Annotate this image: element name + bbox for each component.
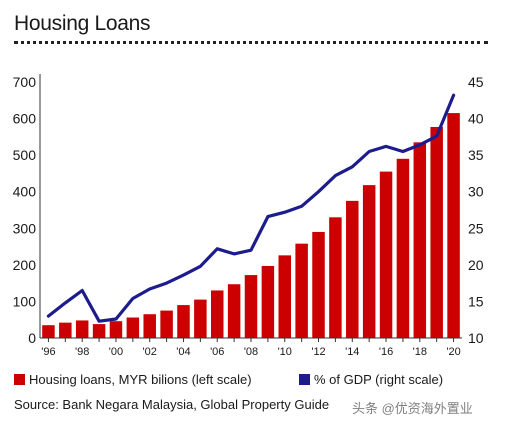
x-tick-label: '00	[109, 346, 123, 358]
left-tick-label: 200	[13, 257, 37, 273]
chart-title: Housing Loans	[14, 12, 151, 35]
bar	[143, 314, 156, 338]
left-tick-label: 500	[13, 147, 37, 163]
legend-item-housing-loans: Housing loans, MYR bilions (left scale)	[14, 372, 252, 387]
bar	[430, 126, 443, 339]
x-tick-label: '18	[413, 346, 427, 358]
x-tick-label: '08	[244, 346, 258, 358]
bar	[109, 321, 123, 338]
legend-item-gdp: % of GDP (right scale)	[299, 372, 443, 387]
left-tick-label: 400	[13, 184, 37, 200]
left-tick-label: 700	[13, 74, 37, 90]
right-tick-label: 35	[468, 147, 484, 163]
bar	[346, 200, 359, 338]
legend: Housing loans, MYR bilions (left scale) …	[14, 372, 494, 390]
watermark: 头条 @优资海外置业	[352, 401, 473, 416]
bar	[329, 217, 342, 338]
x-tick-label: '20	[446, 346, 460, 358]
right-tick-label: 25	[468, 220, 484, 236]
left-tick-label: 600	[13, 111, 37, 127]
source-note: Source: Bank Negara Malaysia, Global Pro…	[14, 397, 330, 412]
left-axis: 0 100 200 300 400 500 600 700	[13, 74, 37, 346]
x-tick-label: '02	[143, 346, 157, 358]
bar	[42, 325, 55, 338]
right-tick-label: 20	[468, 257, 484, 273]
x-tick-label: '06	[210, 346, 224, 358]
bar	[177, 305, 190, 338]
bar	[295, 243, 308, 338]
bar	[210, 290, 224, 338]
x-tick-label: '98	[75, 346, 89, 358]
line-series	[46, 93, 456, 323]
bar	[413, 142, 427, 338]
legend-label-housing-loans: Housing loans, MYR bilions (left scale)	[29, 372, 252, 387]
left-tick-label: 100	[13, 293, 37, 309]
right-tick-label: 15	[468, 293, 484, 309]
legend-swatch-bar	[14, 374, 25, 385]
bar	[447, 113, 460, 338]
bar	[227, 284, 241, 338]
legend-label-gdp: % of GDP (right scale)	[314, 372, 444, 387]
x-tick-label: '10	[278, 346, 292, 358]
bar	[261, 265, 275, 338]
bar	[312, 231, 325, 338]
bar	[160, 310, 173, 338]
title-dotted-divider	[14, 41, 488, 44]
x-tick-label: '16	[379, 346, 393, 358]
legend-swatch-line	[299, 374, 310, 385]
right-tick-label: 45	[468, 74, 484, 90]
left-tick-label: 300	[13, 220, 37, 236]
bar	[194, 299, 207, 338]
right-tick-label: 10	[468, 330, 484, 346]
x-tick-label: '14	[345, 346, 359, 358]
bar	[244, 275, 258, 338]
bar	[278, 255, 292, 338]
x-tick-label: '12	[311, 346, 325, 358]
x-tick-label: '96	[41, 346, 55, 358]
x-tick-label: '04	[176, 346, 190, 358]
bar	[379, 171, 393, 338]
right-tick-label: 40	[468, 111, 484, 127]
bar-series	[42, 113, 460, 339]
bar	[59, 322, 72, 338]
bar	[75, 320, 89, 338]
gdp-line	[46, 93, 456, 323]
x-axis: '96 '98 '00 '02 '04 '06 '08 '10 '12 '14 '16 '18 '20	[41, 338, 461, 358]
left-tick-label: 0	[28, 330, 36, 346]
bar	[362, 185, 376, 338]
right-tick-label: 30	[468, 184, 484, 200]
right-axis: 10 15 20 25 30 35 40 45	[468, 74, 484, 346]
bar	[126, 317, 140, 338]
bar	[396, 158, 410, 338]
bar	[92, 324, 106, 338]
